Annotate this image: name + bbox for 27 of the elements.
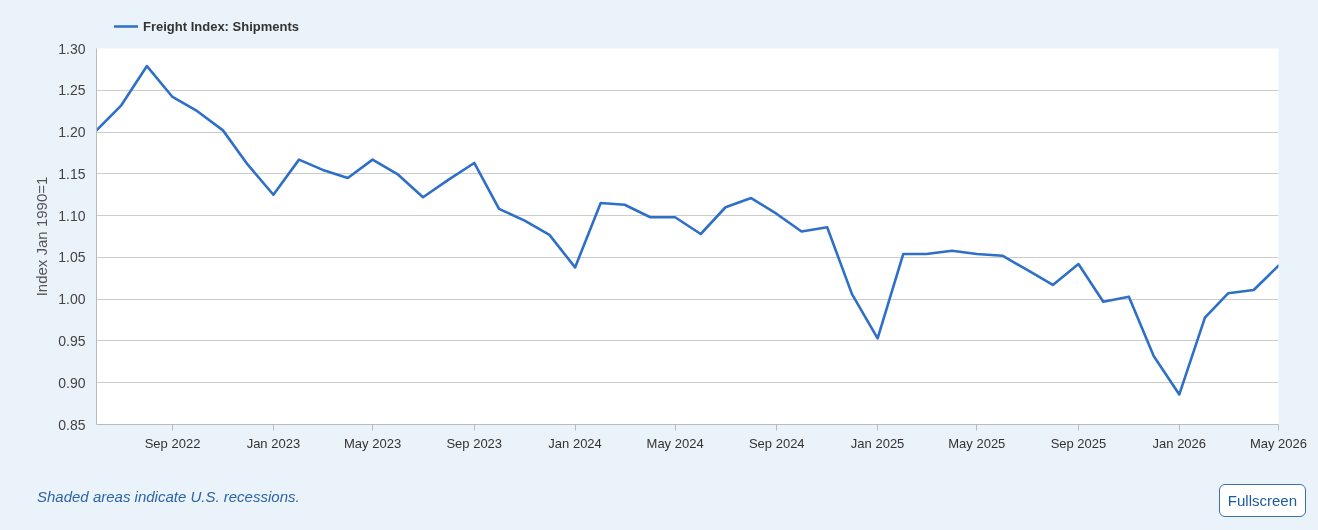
- y-tick-label: 1.15: [58, 165, 86, 182]
- y-tick-label: 1.30: [58, 40, 86, 57]
- y-tick-label: 1.20: [58, 124, 86, 141]
- x-tick-label: Jan 2024: [548, 435, 602, 451]
- y-tick-label: 0.90: [58, 374, 86, 391]
- x-tick-label: May 2023: [344, 435, 402, 451]
- y-tick-label: 1.25: [58, 82, 86, 99]
- x-tick-label: Jan 2023: [246, 435, 301, 451]
- y-tick-label: 1.10: [58, 207, 86, 224]
- y-tick-label: 1.00: [58, 291, 86, 308]
- y-tick-label: 0.95: [58, 332, 86, 349]
- x-tick-label: Sep 2023: [446, 435, 503, 451]
- y-tick-label: 1.05: [58, 249, 86, 266]
- y-axis-title: Index Jan 1990=1: [33, 176, 51, 297]
- x-tick-label: Jan 2025: [850, 435, 905, 451]
- x-tick-label: May 2025: [948, 435, 1006, 451]
- line-series: [96, 64, 1279, 396]
- text: Fullscreen: [1218, 484, 1306, 518]
- text: Shaded areas indicate U.S. recessions.: [37, 487, 300, 507]
- x-tick-label: May 2024: [646, 435, 704, 451]
- y-tick-label: 0.85: [58, 416, 86, 433]
- x-tick-label: May 2026: [1249, 435, 1308, 451]
- x-tick-label: Sep 2024: [748, 435, 805, 451]
- x-tick-label: Sep 2022: [144, 435, 201, 451]
- x-tick-label: Sep 2025: [1050, 435, 1107, 451]
- legend-label: Freight Index: Shipments: [143, 18, 300, 34]
- x-tick-label: Jan 2026: [1152, 435, 1207, 451]
